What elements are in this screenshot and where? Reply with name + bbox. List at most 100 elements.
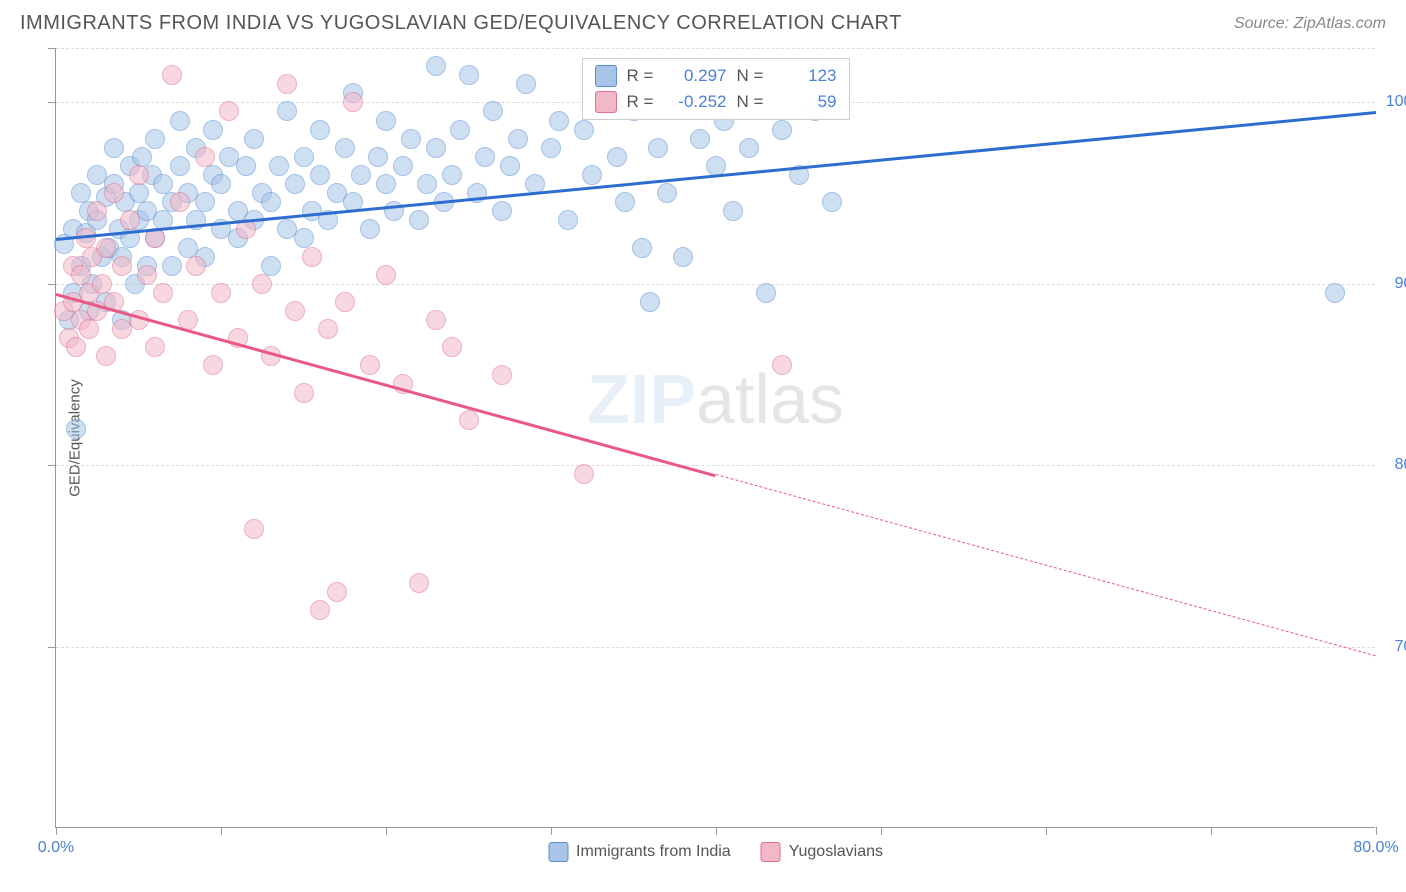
- trend-line-dashed: [716, 474, 1376, 656]
- scatter-point: [376, 174, 396, 194]
- stats-row-series1: R = 0.297 N = 123: [595, 65, 837, 87]
- scatter-point: [426, 56, 446, 76]
- stats-r-label: R =: [627, 66, 657, 86]
- scatter-point: [508, 129, 528, 149]
- scatter-point: [673, 247, 693, 267]
- scatter-point: [269, 156, 289, 176]
- scatter-point: [426, 310, 446, 330]
- legend-label-2: Yugoslavians: [789, 843, 883, 861]
- scatter-point: [104, 138, 124, 158]
- y-tick-label: 80.0%: [1395, 456, 1406, 474]
- scatter-point: [756, 283, 776, 303]
- y-tick: [48, 647, 56, 648]
- scatter-point: [368, 147, 388, 167]
- stats-n-value-2: 59: [777, 92, 837, 112]
- scatter-point: [607, 147, 627, 167]
- scatter-point: [285, 301, 305, 321]
- scatter-point: [294, 383, 314, 403]
- x-tick: [1376, 827, 1377, 835]
- scatter-point: [186, 256, 206, 276]
- scatter-point: [549, 111, 569, 131]
- scatter-point: [145, 129, 165, 149]
- scatter-point: [401, 129, 421, 149]
- scatter-point: [294, 147, 314, 167]
- scatter-point: [162, 256, 182, 276]
- scatter-point: [261, 192, 281, 212]
- y-tick-label: 100.0%: [1386, 93, 1406, 111]
- scatter-point: [772, 120, 792, 140]
- scatter-point: [310, 165, 330, 185]
- scatter-point: [442, 165, 462, 185]
- scatter-point: [343, 92, 363, 112]
- scatter-point: [500, 156, 520, 176]
- scatter-point: [409, 210, 429, 230]
- scatter-point: [541, 138, 561, 158]
- x-tick: [551, 827, 552, 835]
- scatter-point: [211, 174, 231, 194]
- scatter-point: [640, 292, 660, 312]
- scatter-point: [96, 346, 116, 366]
- scatter-point: [203, 355, 223, 375]
- x-tick-label: 80.0%: [1353, 839, 1398, 857]
- scatter-point: [211, 283, 231, 303]
- y-tick: [48, 102, 56, 103]
- scatter-point: [170, 192, 190, 212]
- scatter-point: [690, 129, 710, 149]
- scatter-point: [261, 256, 281, 276]
- scatter-point: [219, 101, 239, 121]
- gridline-h: [56, 48, 1375, 49]
- stats-n-label: N =: [737, 92, 767, 112]
- scatter-point: [252, 274, 272, 294]
- stats-row-series2: R = -0.252 N = 59: [595, 91, 837, 113]
- scatter-point: [302, 247, 322, 267]
- scatter-point: [137, 265, 157, 285]
- scatter-point: [417, 174, 437, 194]
- stats-r-value-1: 0.297: [667, 66, 727, 86]
- scatter-point: [516, 74, 536, 94]
- scatter-point: [335, 292, 355, 312]
- trend-line: [56, 293, 717, 477]
- scatter-point: [582, 165, 602, 185]
- scatter-point: [615, 192, 635, 212]
- stats-r-label: R =: [627, 92, 657, 112]
- x-tick: [386, 827, 387, 835]
- x-tick: [56, 827, 57, 835]
- scatter-point: [71, 265, 91, 285]
- watermark-part1: ZIP: [587, 360, 696, 438]
- scatter-point: [459, 65, 479, 85]
- legend-item-1: Immigrants from India: [548, 842, 731, 862]
- legend-swatch-1: [548, 842, 568, 862]
- scatter-point: [153, 174, 173, 194]
- scatter-point: [195, 192, 215, 212]
- scatter-point: [739, 138, 759, 158]
- scatter-point: [459, 410, 479, 430]
- scatter-point: [648, 138, 668, 158]
- stats-swatch-series2: [595, 91, 617, 113]
- scatter-point: [772, 355, 792, 375]
- legend-swatch-2: [761, 842, 781, 862]
- stats-n-label: N =: [737, 66, 767, 86]
- scatter-point: [87, 201, 107, 221]
- scatter-point: [360, 219, 380, 239]
- y-tick-label: 70.0%: [1395, 638, 1406, 656]
- scatter-point: [104, 183, 124, 203]
- scatter-point: [632, 238, 652, 258]
- legend: Immigrants from India Yugoslavians: [548, 842, 883, 862]
- scatter-point: [145, 337, 165, 357]
- scatter-point: [285, 174, 305, 194]
- scatter-point: [120, 210, 140, 230]
- scatter-point: [310, 600, 330, 620]
- scatter-point: [351, 165, 371, 185]
- x-tick: [716, 827, 717, 835]
- scatter-point: [318, 319, 338, 339]
- chart-source: Source: ZipAtlas.com: [1234, 15, 1386, 33]
- scatter-point: [76, 228, 96, 248]
- scatter-point: [657, 183, 677, 203]
- scatter-point: [442, 337, 462, 357]
- stats-swatch-series1: [595, 65, 617, 87]
- watermark: ZIPatlas: [587, 359, 844, 439]
- scatter-point: [335, 138, 355, 158]
- gridline-h: [56, 647, 1375, 648]
- scatter-point: [376, 265, 396, 285]
- scatter-point: [376, 111, 396, 131]
